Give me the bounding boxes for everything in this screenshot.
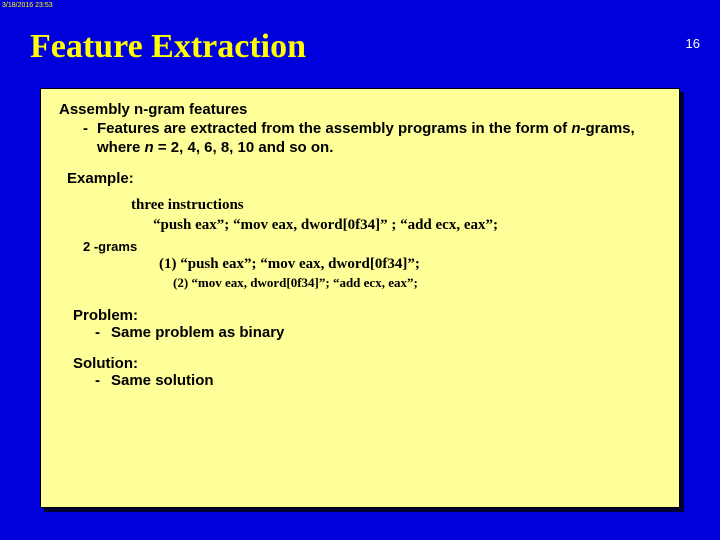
italic-n-2: n xyxy=(145,139,154,156)
bullet-text-pre: Features are extracted from the assembly… xyxy=(97,120,571,137)
solution-item: Same solution xyxy=(59,372,661,389)
gram-line-2: (2) “mov eax, dword[0f34]”; “add ecx, ea… xyxy=(173,275,661,291)
solution-label: Solution: xyxy=(73,355,661,372)
bullet-text-post: = 2, 4, 6, 8, 10 and so on. xyxy=(154,139,334,156)
timestamp: 3/18/2016 23:53 xyxy=(2,2,53,9)
twograms-label: 2 -grams xyxy=(83,239,661,254)
problem-item: Same problem as binary xyxy=(59,324,661,341)
page-title: Feature Extraction xyxy=(30,28,306,66)
feature-bullet: Features are extracted from the assembly… xyxy=(59,120,661,158)
instruction-line: “push eax”; “mov eax, dword[0f34]” ; “ad… xyxy=(131,215,661,235)
example-label: Example: xyxy=(67,170,661,187)
solution-block: Solution: Same solution xyxy=(59,355,661,389)
example-body: three instructions “push eax”; “mov eax,… xyxy=(131,195,661,236)
problem-block: Problem: Same problem as binary xyxy=(59,307,661,341)
gram-line-1: (1) “push eax”; “mov eax, dword[0f34]”; xyxy=(159,256,661,273)
three-instructions-label: three instructions xyxy=(131,195,661,215)
page-number: 16 xyxy=(686,36,700,51)
problem-label: Problem: xyxy=(73,307,661,324)
content-panel: Assembly n-gram features Features are ex… xyxy=(40,88,680,508)
section-heading: Assembly n-gram features xyxy=(59,101,661,118)
